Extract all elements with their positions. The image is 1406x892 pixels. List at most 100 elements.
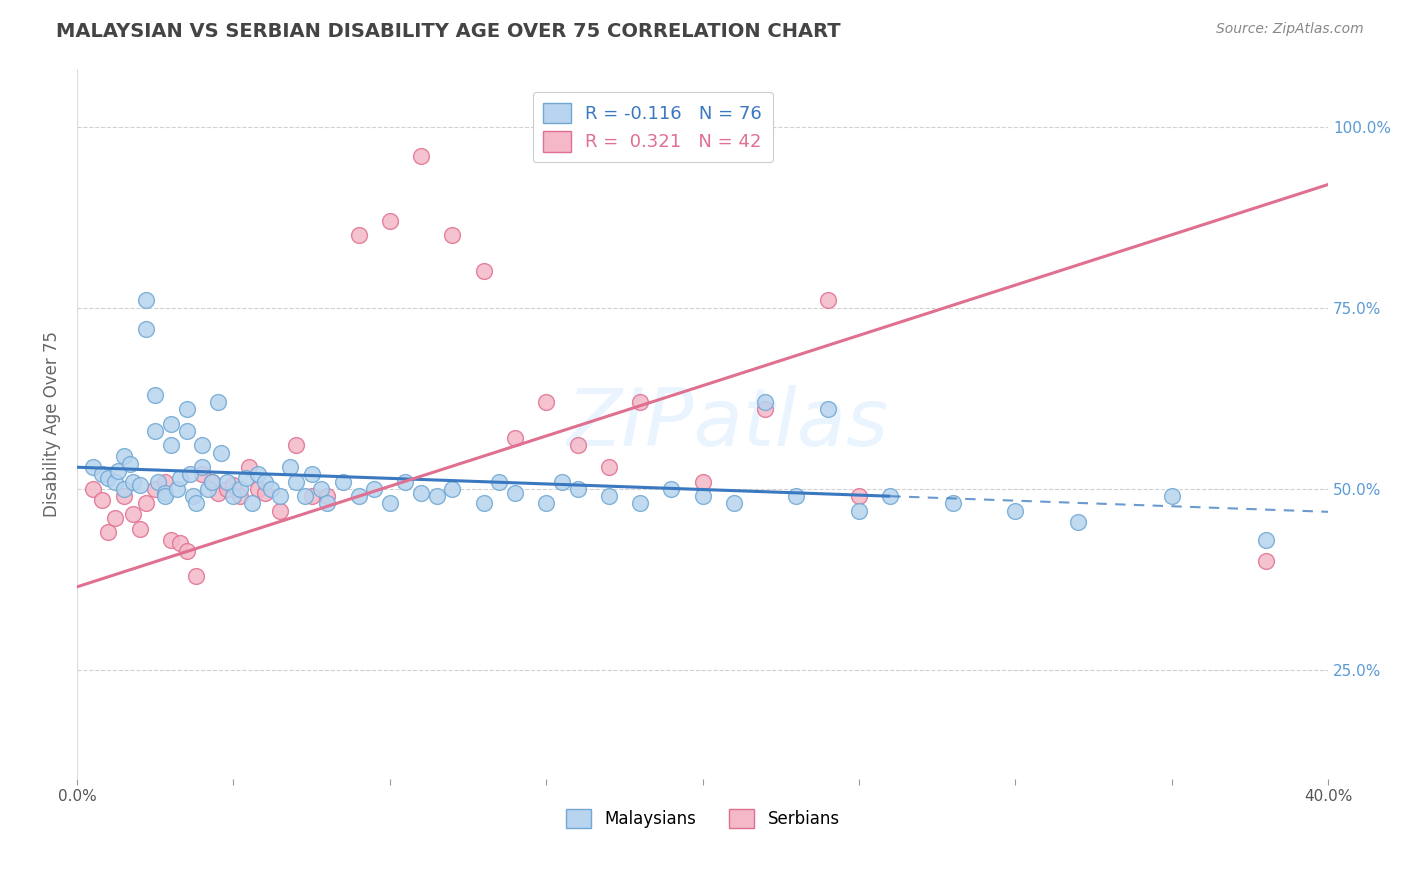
- Point: [128, 522, 150, 536]
- Point: [120, 457, 142, 471]
- Point: [598, 489, 620, 503]
- Point: [122, 475, 145, 489]
- Point: [160, 417, 183, 431]
- Point: [253, 485, 276, 500]
- Point: [112, 489, 135, 503]
- Point: [411, 148, 433, 162]
- Point: [879, 489, 901, 503]
- Point: [128, 478, 150, 492]
- Point: [551, 475, 574, 489]
- Point: [285, 475, 308, 489]
- Point: [112, 482, 135, 496]
- Point: [200, 475, 222, 489]
- Point: [222, 489, 245, 503]
- Point: [269, 504, 291, 518]
- Point: [169, 471, 191, 485]
- Point: [160, 438, 183, 452]
- Point: [285, 438, 308, 452]
- Point: [176, 402, 198, 417]
- Point: [153, 475, 176, 489]
- Point: [184, 496, 207, 510]
- Point: [91, 467, 114, 482]
- Text: MALAYSIAN VS SERBIAN DISABILITY AGE OVER 75 CORRELATION CHART: MALAYSIAN VS SERBIAN DISABILITY AGE OVER…: [56, 22, 841, 41]
- Point: [217, 482, 239, 496]
- Y-axis label: Disability Age Over 75: Disability Age Over 75: [44, 331, 60, 516]
- Point: [503, 431, 526, 445]
- Point: [240, 496, 263, 510]
- Point: [1067, 515, 1090, 529]
- Point: [82, 460, 104, 475]
- Point: [301, 467, 323, 482]
- Point: [169, 536, 191, 550]
- Point: [191, 467, 214, 482]
- Point: [567, 482, 589, 496]
- Point: [253, 475, 276, 489]
- Point: [97, 525, 120, 540]
- Point: [536, 395, 558, 409]
- Point: [1160, 489, 1182, 503]
- Point: [659, 482, 682, 496]
- Point: [197, 482, 219, 496]
- Point: [153, 489, 176, 503]
- Point: [848, 504, 870, 518]
- Point: [598, 460, 620, 475]
- Point: [692, 489, 714, 503]
- Point: [363, 482, 385, 496]
- Point: [294, 489, 316, 503]
- Point: [166, 482, 188, 496]
- Point: [411, 485, 433, 500]
- Point: [536, 496, 558, 510]
- Point: [301, 489, 323, 503]
- Point: [1254, 554, 1277, 568]
- Legend: Malaysians, Serbians: Malaysians, Serbians: [560, 802, 846, 835]
- Point: [207, 395, 229, 409]
- Point: [378, 213, 401, 227]
- Point: [1254, 533, 1277, 547]
- Point: [754, 395, 776, 409]
- Point: [628, 395, 651, 409]
- Point: [200, 475, 222, 489]
- Point: [269, 489, 291, 503]
- Point: [143, 424, 166, 438]
- Point: [472, 264, 495, 278]
- Point: [332, 475, 354, 489]
- Point: [316, 489, 339, 503]
- Point: [112, 450, 135, 464]
- Point: [217, 475, 239, 489]
- Point: [207, 485, 229, 500]
- Point: [628, 496, 651, 510]
- Point: [316, 496, 339, 510]
- Text: ZIPatlas: ZIPatlas: [567, 384, 889, 463]
- Point: [97, 471, 120, 485]
- Point: [472, 496, 495, 510]
- Point: [378, 496, 401, 510]
- Point: [692, 475, 714, 489]
- Point: [209, 446, 232, 460]
- Point: [181, 489, 204, 503]
- Point: [309, 482, 332, 496]
- Point: [176, 543, 198, 558]
- Point: [848, 489, 870, 503]
- Point: [441, 482, 464, 496]
- Point: [347, 228, 370, 243]
- Point: [247, 467, 270, 482]
- Point: [82, 482, 104, 496]
- Point: [143, 388, 166, 402]
- Point: [179, 467, 201, 482]
- Point: [278, 460, 301, 475]
- Point: [229, 489, 252, 503]
- Point: [153, 485, 176, 500]
- Point: [160, 533, 183, 547]
- Point: [148, 475, 170, 489]
- Point: [488, 475, 510, 489]
- Point: [229, 482, 252, 496]
- Point: [122, 508, 145, 522]
- Point: [942, 496, 965, 510]
- Point: [143, 482, 166, 496]
- Point: [184, 569, 207, 583]
- Point: [817, 293, 839, 308]
- Point: [817, 402, 839, 417]
- Point: [104, 511, 127, 525]
- Point: [191, 438, 214, 452]
- Point: [135, 293, 157, 308]
